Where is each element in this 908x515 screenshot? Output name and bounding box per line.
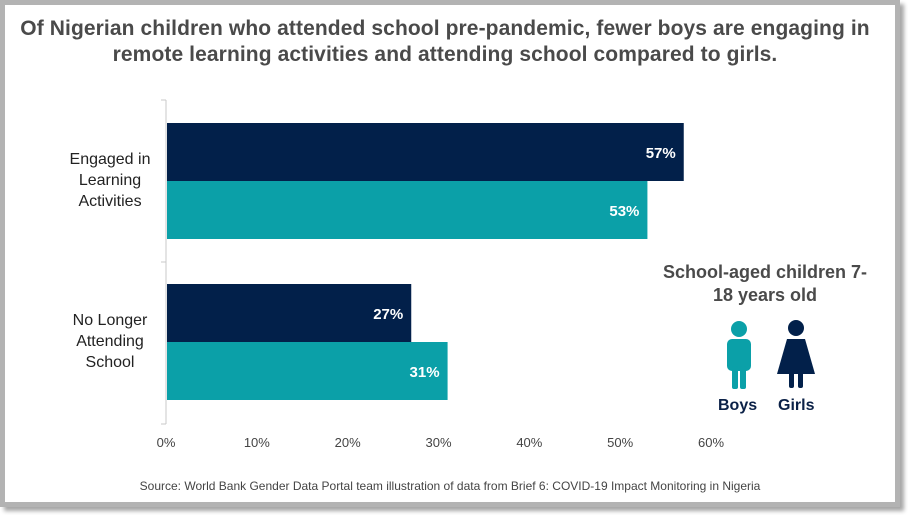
data-label-girls-1: 27% bbox=[373, 306, 403, 323]
x-tick-label: 60% bbox=[698, 435, 724, 450]
source-note: Source: World Bank Gender Data Portal te… bbox=[139, 479, 761, 493]
category-label-engaged: Engaged in Learning Activities bbox=[69, 151, 151, 210]
x-tick-label: 20% bbox=[335, 435, 361, 450]
x-tick-label: 30% bbox=[425, 435, 451, 450]
data-label-boys-1: 31% bbox=[410, 364, 440, 381]
chart-title: Of Nigerian children who attended school… bbox=[20, 17, 870, 66]
category-label-not-attending: No Longer Attending School bbox=[72, 312, 148, 371]
x-tick-label: 0% bbox=[157, 435, 176, 450]
legend-label-girls: Girls bbox=[778, 397, 815, 414]
data-label-boys-0: 53% bbox=[609, 203, 639, 220]
data-label-girls-0: 57% bbox=[646, 145, 676, 162]
chart-frame bbox=[0, 0, 900, 507]
legend-title: School-aged children 7-18 years old bbox=[662, 262, 868, 305]
x-tick-label: 40% bbox=[516, 435, 542, 450]
bar-girls-1 bbox=[167, 284, 412, 342]
bar-girls-0 bbox=[167, 123, 684, 181]
bar-boys-0 bbox=[167, 181, 648, 239]
x-tick-label: 10% bbox=[244, 435, 270, 450]
legend-label-boys: Boys bbox=[718, 397, 758, 414]
bar-boys-1 bbox=[167, 342, 448, 400]
x-tick-label: 50% bbox=[607, 435, 633, 450]
